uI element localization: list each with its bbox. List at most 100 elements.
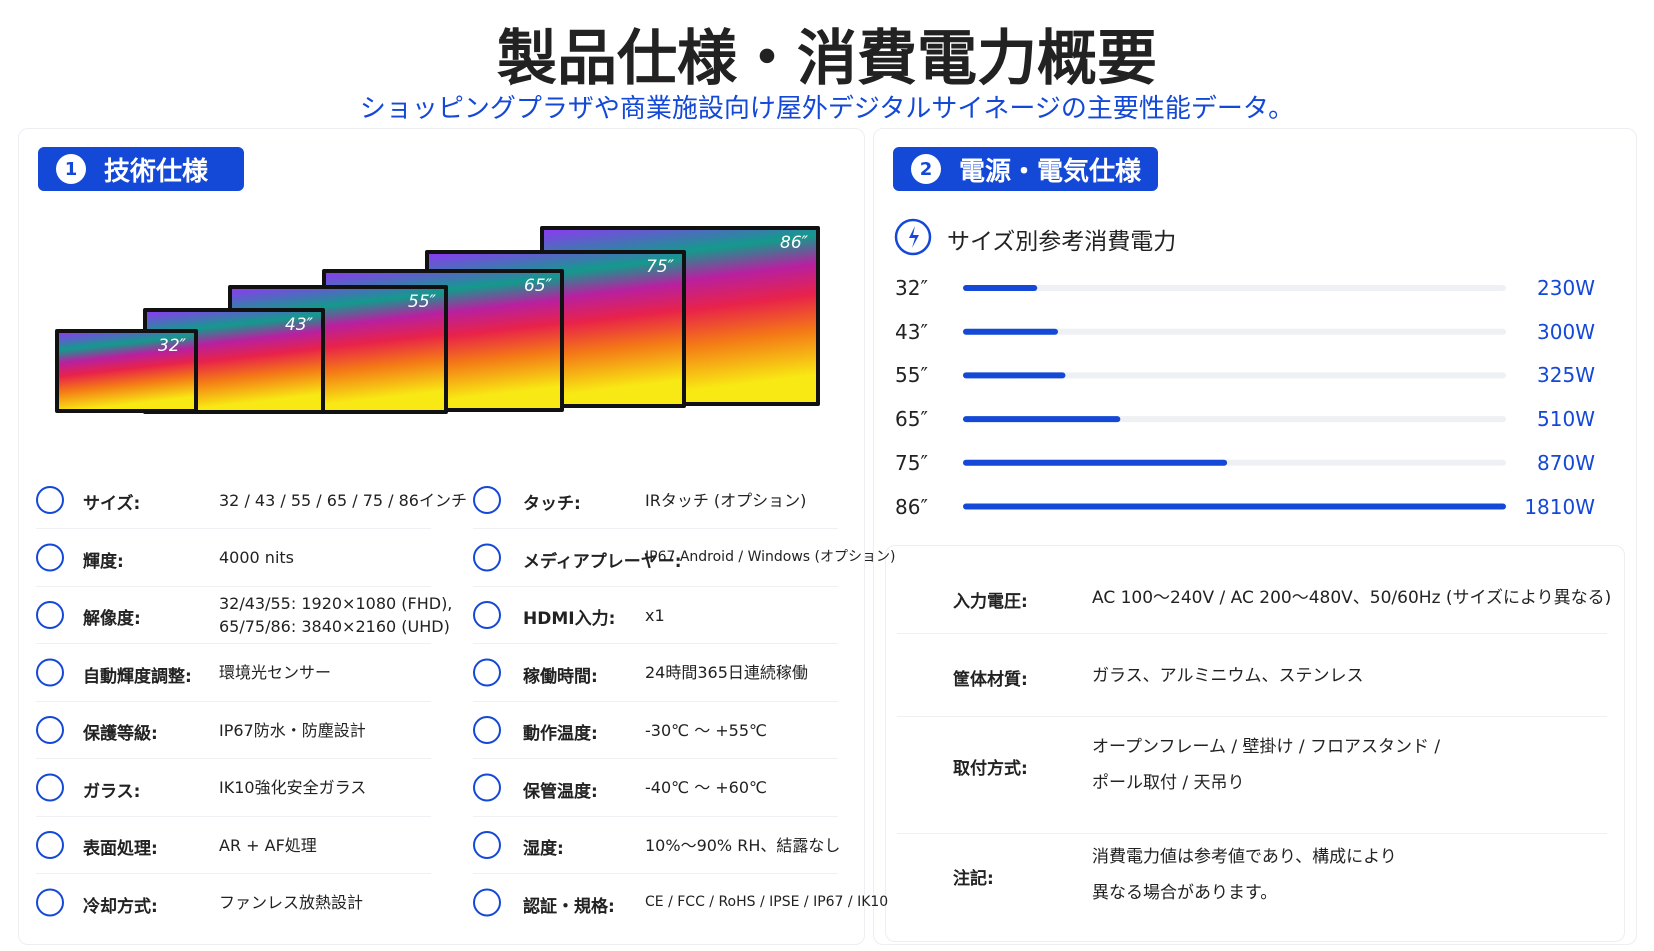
separator xyxy=(36,758,431,759)
spec-value: 32/43/55: 1920×1080 (FHD), xyxy=(219,594,453,613)
spec-icon xyxy=(473,831,501,859)
spec-label: 取付方式: xyxy=(953,759,1028,779)
separator xyxy=(36,585,431,587)
size-label: 55″ xyxy=(895,363,928,388)
value-label: 300W xyxy=(1537,319,1595,344)
spec-label: 自動輝度調整: xyxy=(83,666,192,687)
spec-value: ガラス、アルミニウム、ステンレス xyxy=(1092,666,1364,686)
subtitle: ショッピングプラザや商業施設向け屋外デジタルサイネージの主要性能データ。 xyxy=(359,94,1295,124)
spec-icon xyxy=(36,601,64,629)
monitor-label: 55″ xyxy=(408,292,437,312)
spec-label: 解像度: xyxy=(83,609,141,629)
spec-value: AC 100〜240V / AC 200〜480V、50/60Hz (サイズによ… xyxy=(1092,588,1612,608)
size-label: 65″ xyxy=(895,407,928,432)
separator xyxy=(36,700,431,702)
value-label: 510W xyxy=(1537,407,1595,432)
badge-title: 技術仕様 xyxy=(104,156,209,187)
title: 製品仕様・消費電力概要 xyxy=(497,24,1157,94)
spec-value: オープンフレーム / 壁掛け / フロアスタンド / xyxy=(1092,737,1441,757)
spec-icon xyxy=(36,658,64,687)
separator xyxy=(897,716,1607,717)
spec-icon xyxy=(473,716,501,744)
spec-value: CE / FCC / RoHS / IPSE / IP67 / IK10 xyxy=(645,894,889,910)
spec-icon xyxy=(473,658,501,687)
spec-label: 保護等級: xyxy=(83,724,158,744)
size-label: 86″ xyxy=(895,494,928,519)
spec-label: 湿度: xyxy=(523,839,564,859)
badge-number: 2 xyxy=(911,154,941,184)
monitor-label: 86″ xyxy=(780,233,809,253)
size-label: 43″ xyxy=(895,319,928,344)
size-label: 32″ xyxy=(895,276,928,300)
power-icon xyxy=(894,218,932,256)
spec-value: 4000 nits xyxy=(219,548,294,567)
monitor-screen xyxy=(59,333,194,409)
separator xyxy=(36,528,431,529)
spec-value: 10%〜90% RH、結露なし xyxy=(645,835,841,855)
value-label: 230W xyxy=(1537,276,1595,300)
spec-icon xyxy=(473,773,501,802)
separator xyxy=(473,815,838,817)
spec-label: ガラス: xyxy=(83,781,141,802)
power-heading: サイズ別参考消費電力 xyxy=(947,229,1177,255)
separator xyxy=(473,873,838,874)
separator xyxy=(473,643,838,644)
spec-label: 稼働時間: xyxy=(523,666,598,687)
spec-icon xyxy=(36,773,64,802)
separator xyxy=(897,833,1607,834)
spec-icon xyxy=(473,888,501,917)
spec-icon xyxy=(473,601,501,629)
badge-title: 電源・電気仕様 xyxy=(959,156,1142,187)
spec-icon xyxy=(36,716,64,744)
spec-value: 65/75/86: 3840×2160 (UHD) xyxy=(219,617,450,636)
spec-value: -30℃ 〜 +55℃ xyxy=(645,720,768,740)
spec-value: ポール取付 / 天吊り xyxy=(1092,773,1245,793)
separator xyxy=(473,528,838,529)
power-specs-box xyxy=(885,545,1625,942)
monitor-label: 75″ xyxy=(646,257,675,277)
badge-number: 1 xyxy=(56,154,86,184)
spec-label: サイズ: xyxy=(83,494,141,514)
spec-value: 消費電力値は参考値であり、構成により xyxy=(1092,847,1397,867)
spec-label: 入力電圧: xyxy=(953,592,1028,612)
spec-icon xyxy=(473,543,501,572)
spec-label: メディアプレーヤー: xyxy=(523,551,682,572)
spec-value: IP67 Android / Windows (オプション) xyxy=(645,549,896,565)
spec-label: タッチ: xyxy=(523,494,581,514)
separator xyxy=(473,700,838,702)
separator xyxy=(36,815,431,817)
separator xyxy=(897,633,1607,634)
spec-icon xyxy=(36,831,64,859)
value-label: 325W xyxy=(1537,363,1595,388)
spec-label: 輝度: xyxy=(83,551,124,572)
spec-icon xyxy=(473,486,501,514)
spec-value: -40℃ 〜 +60℃ xyxy=(645,778,768,797)
value-label: 870W xyxy=(1537,450,1595,475)
separator xyxy=(36,873,431,874)
size-label: 75″ xyxy=(895,450,928,475)
spec-value: 32 / 43 / 55 / 65 / 75 / 86インチ xyxy=(219,490,467,510)
power-badge: 2 電源・電気仕様 xyxy=(893,147,1158,191)
spec-label: 筐体材質: xyxy=(953,670,1028,690)
spec-label: 表面処理: xyxy=(83,839,158,859)
spec-label: 保管温度: xyxy=(523,781,598,802)
monitor-label: 43″ xyxy=(285,315,314,335)
tech-badge: 1 技術仕様 xyxy=(38,147,244,191)
separator xyxy=(36,643,431,644)
spec-value: ファンレス放熱設計 xyxy=(219,893,364,912)
spec-value: IRタッチ (オプション) xyxy=(645,490,807,510)
monitor-label: 65″ xyxy=(524,276,553,296)
spec-label: 冷却方式: xyxy=(83,896,158,917)
power-icon xyxy=(909,226,919,248)
spec-value: 異なる場合があります。 xyxy=(1092,883,1278,903)
spec-value: 24時間365日連続稼働 xyxy=(645,663,808,682)
spec-value: AR + AF処理 xyxy=(219,835,317,855)
separator xyxy=(473,585,838,587)
spec-label: HDMI入力: xyxy=(523,609,616,629)
monitor-label: 32″ xyxy=(158,336,187,356)
spec-value: 環境光センサー xyxy=(219,663,332,682)
spec-icon xyxy=(36,543,64,572)
spec-value: IK10強化安全ガラス xyxy=(219,778,367,797)
